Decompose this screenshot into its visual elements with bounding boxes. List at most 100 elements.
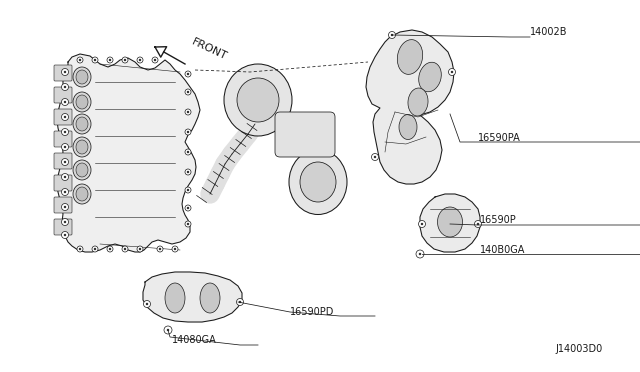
Circle shape: [79, 248, 81, 250]
Circle shape: [187, 73, 189, 75]
FancyBboxPatch shape: [54, 65, 72, 81]
Ellipse shape: [73, 67, 91, 87]
Circle shape: [64, 116, 66, 118]
Ellipse shape: [224, 64, 292, 136]
Ellipse shape: [73, 114, 91, 134]
Ellipse shape: [237, 78, 279, 122]
Circle shape: [64, 146, 66, 148]
Circle shape: [187, 151, 189, 153]
Circle shape: [77, 246, 83, 252]
Circle shape: [94, 248, 96, 250]
Circle shape: [64, 234, 66, 236]
Text: J14003D0: J14003D0: [555, 344, 602, 354]
Ellipse shape: [73, 137, 91, 157]
Polygon shape: [143, 272, 242, 322]
Polygon shape: [420, 194, 480, 252]
Circle shape: [419, 221, 426, 228]
Circle shape: [239, 301, 241, 303]
Circle shape: [61, 231, 68, 238]
Circle shape: [109, 248, 111, 250]
Circle shape: [61, 144, 68, 151]
Circle shape: [185, 221, 191, 227]
FancyBboxPatch shape: [54, 131, 72, 147]
Circle shape: [157, 246, 163, 252]
Circle shape: [477, 223, 479, 225]
Text: 16590PA: 16590PA: [478, 133, 521, 143]
FancyBboxPatch shape: [275, 112, 335, 157]
Circle shape: [187, 189, 189, 191]
Circle shape: [107, 57, 113, 63]
Circle shape: [152, 57, 158, 63]
Circle shape: [154, 59, 156, 61]
Circle shape: [185, 205, 191, 211]
Circle shape: [187, 91, 189, 93]
Circle shape: [185, 71, 191, 77]
Circle shape: [107, 246, 113, 252]
Circle shape: [143, 301, 150, 308]
FancyBboxPatch shape: [54, 153, 72, 169]
Circle shape: [146, 303, 148, 305]
Circle shape: [124, 248, 126, 250]
Circle shape: [92, 246, 98, 252]
Circle shape: [61, 203, 68, 211]
Ellipse shape: [76, 70, 88, 84]
Circle shape: [139, 248, 141, 250]
Circle shape: [64, 206, 66, 208]
Circle shape: [64, 71, 66, 73]
Ellipse shape: [200, 283, 220, 313]
Circle shape: [185, 89, 191, 95]
Ellipse shape: [76, 95, 88, 109]
Ellipse shape: [300, 162, 336, 202]
Circle shape: [159, 248, 161, 250]
Ellipse shape: [73, 92, 91, 112]
Circle shape: [187, 131, 189, 133]
Circle shape: [92, 57, 98, 63]
Text: 14080GA: 14080GA: [172, 335, 217, 345]
Polygon shape: [57, 54, 200, 252]
Circle shape: [109, 59, 111, 61]
Circle shape: [61, 189, 68, 196]
Text: FRONT: FRONT: [190, 37, 228, 62]
Circle shape: [61, 218, 68, 225]
Circle shape: [122, 57, 128, 63]
Circle shape: [187, 223, 189, 225]
Circle shape: [167, 329, 169, 331]
Circle shape: [79, 59, 81, 61]
Ellipse shape: [289, 150, 347, 215]
FancyBboxPatch shape: [54, 175, 72, 191]
Polygon shape: [155, 47, 166, 57]
Circle shape: [61, 99, 68, 106]
Ellipse shape: [438, 207, 463, 237]
Text: 140B0GA: 140B0GA: [480, 245, 525, 255]
Circle shape: [172, 246, 178, 252]
Circle shape: [185, 109, 191, 115]
Ellipse shape: [399, 115, 417, 140]
Ellipse shape: [76, 140, 88, 154]
FancyBboxPatch shape: [54, 197, 72, 213]
Circle shape: [164, 326, 172, 334]
Circle shape: [185, 129, 191, 135]
Circle shape: [61, 128, 68, 135]
Circle shape: [64, 191, 66, 193]
Text: 16590PD: 16590PD: [290, 307, 334, 317]
Circle shape: [187, 171, 189, 173]
Circle shape: [185, 169, 191, 175]
Circle shape: [419, 253, 421, 255]
Circle shape: [64, 131, 66, 133]
Circle shape: [61, 158, 68, 166]
Ellipse shape: [73, 160, 91, 180]
Circle shape: [187, 207, 189, 209]
FancyBboxPatch shape: [54, 87, 72, 103]
Circle shape: [237, 298, 243, 305]
Circle shape: [64, 221, 66, 223]
Ellipse shape: [419, 62, 442, 92]
Circle shape: [77, 57, 83, 63]
Circle shape: [61, 113, 68, 121]
Circle shape: [64, 176, 66, 178]
Text: 14002B: 14002B: [530, 27, 568, 37]
Circle shape: [139, 59, 141, 61]
Ellipse shape: [408, 88, 428, 116]
Text: 16590P: 16590P: [480, 215, 516, 225]
Circle shape: [61, 68, 68, 76]
Ellipse shape: [76, 163, 88, 177]
